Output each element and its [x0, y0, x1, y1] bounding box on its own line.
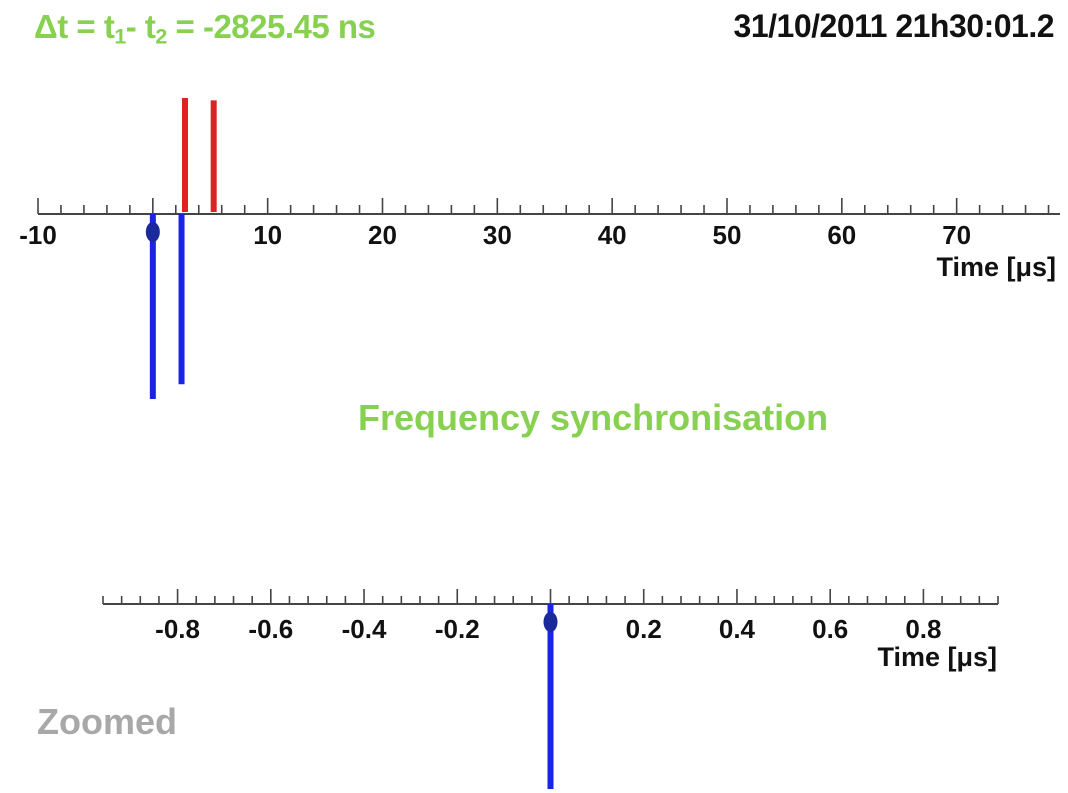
- zoomed-axis-title: Time [μs]: [877, 642, 997, 672]
- zoomed-tick-label: -0.8: [155, 614, 200, 644]
- delta-t-sub1: 1: [114, 24, 126, 49]
- zoomed-tick-label: -0.6: [248, 614, 293, 644]
- zoomed-tick-label: -0.4: [342, 614, 387, 644]
- delta-t-prefix: Δt = t: [34, 8, 115, 45]
- main-tick-label: 60: [827, 220, 856, 250]
- zoomed-tick-label: 0.2: [626, 614, 662, 644]
- delta-t-sub2: 2: [155, 24, 167, 49]
- delta-t-value: = -2825.45 ns: [166, 8, 376, 45]
- zoomed-tick-label: 0.4: [719, 614, 756, 644]
- delta-t-readout: Δt = t1- t2 = -2825.45 ns: [34, 8, 376, 49]
- frequency-sync-caption: Frequency synchronisation: [358, 397, 829, 438]
- main-axis-title: Time [μs]: [936, 252, 1056, 282]
- zoomed-tick-label: 0.6: [812, 614, 848, 644]
- delta-t-mid: - t: [125, 8, 156, 45]
- main-tick-label: 10: [253, 220, 282, 250]
- zoomed-tick-label: -0.2: [435, 614, 480, 644]
- zoomed-tick-label: 0.8: [905, 614, 941, 644]
- zoomed-caption: Zoomed: [37, 701, 177, 742]
- main-zero-marker: [145, 222, 160, 242]
- main-tick-label: 40: [598, 220, 627, 250]
- zoomed-zero-marker: [543, 612, 558, 632]
- main-tick-label: 50: [713, 220, 742, 250]
- main-tick-label: -10: [19, 220, 57, 250]
- main-tick-label: 30: [483, 220, 512, 250]
- main-tick-label: 20: [368, 220, 397, 250]
- event-timestamp: 31/10/2011 21h30:01.2: [733, 8, 1055, 44]
- main-tick-label: 70: [942, 220, 971, 250]
